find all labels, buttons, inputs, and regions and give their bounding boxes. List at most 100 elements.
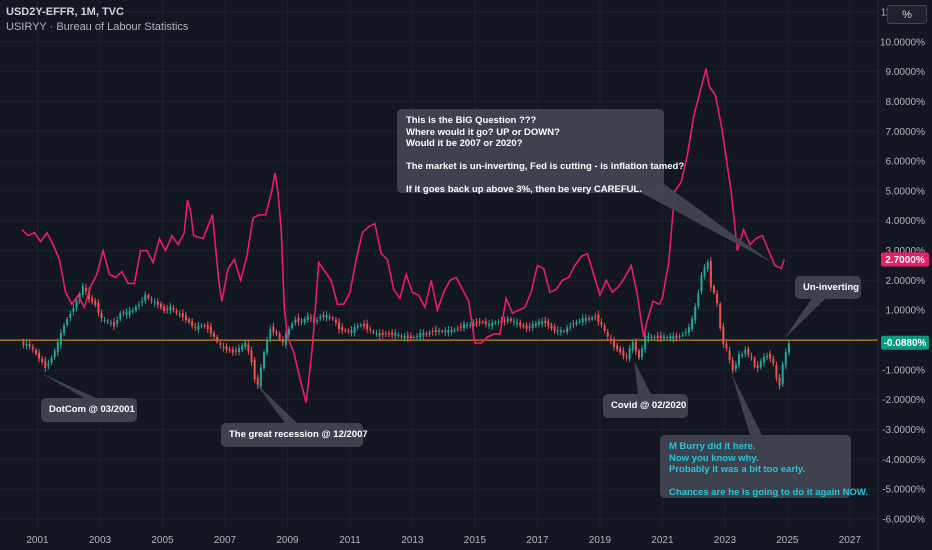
candle-body bbox=[584, 318, 587, 321]
candle-body bbox=[369, 329, 372, 331]
last-value-spread: -0.0880% bbox=[881, 335, 929, 350]
candle-body bbox=[656, 335, 659, 339]
x-tick-label: 2023 bbox=[714, 535, 737, 546]
last-value-spread-label: -0.0880% bbox=[884, 338, 927, 349]
candle-body bbox=[744, 350, 747, 354]
candle-body bbox=[309, 317, 312, 319]
candle-body bbox=[572, 323, 575, 325]
candle-body bbox=[541, 321, 544, 324]
candle-body bbox=[434, 329, 437, 333]
candle-body bbox=[619, 348, 622, 353]
candle-body bbox=[719, 304, 722, 329]
candle-body bbox=[247, 344, 250, 352]
candle-body bbox=[28, 344, 31, 347]
candle-body bbox=[537, 321, 540, 325]
candle-body bbox=[506, 318, 509, 322]
candle-body bbox=[325, 315, 328, 318]
candle-body bbox=[263, 352, 266, 369]
candle-body bbox=[612, 340, 615, 347]
y-tick-label: 1.0000% bbox=[886, 306, 926, 317]
candle-body bbox=[447, 330, 450, 333]
candle-body bbox=[103, 319, 106, 321]
x-tick-label: 2021 bbox=[651, 535, 674, 546]
candle-body bbox=[753, 357, 756, 367]
candle-body bbox=[756, 365, 759, 368]
candle-body bbox=[363, 323, 366, 327]
candle-body bbox=[534, 323, 537, 326]
callout-dotcom: DotCom @ 03/2001 bbox=[41, 398, 137, 422]
candle-body bbox=[634, 341, 637, 352]
candle-body bbox=[116, 320, 119, 324]
candle-body bbox=[272, 326, 275, 333]
candle-body bbox=[281, 340, 284, 343]
y-tick-label: -1.0000% bbox=[882, 365, 925, 376]
x-tick-label: 2011 bbox=[339, 535, 361, 546]
x-tick-label: 2001 bbox=[26, 535, 49, 546]
candle-body bbox=[34, 349, 37, 355]
candle-body bbox=[419, 333, 422, 338]
candle-body bbox=[781, 364, 784, 385]
candle-body bbox=[256, 377, 259, 386]
candle-body bbox=[597, 314, 600, 322]
candle-body bbox=[253, 359, 256, 380]
candle-body bbox=[659, 335, 662, 339]
last-value-inflation: 2.7000% bbox=[881, 252, 929, 267]
y-tick-label: 8.0000% bbox=[886, 97, 926, 108]
candle-body bbox=[44, 360, 47, 368]
candle-body bbox=[50, 357, 53, 363]
candle-body bbox=[300, 321, 303, 323]
candle-body bbox=[487, 324, 490, 326]
y-tick-label: 2.0000% bbox=[886, 276, 926, 287]
candle-body bbox=[119, 313, 122, 320]
percent-scale-button[interactable]: % bbox=[887, 5, 927, 24]
candle-body bbox=[88, 290, 91, 300]
candle-body bbox=[600, 321, 603, 325]
candle-body bbox=[125, 312, 128, 315]
candle-body bbox=[328, 316, 331, 318]
candle-body bbox=[31, 347, 34, 350]
candle-body bbox=[197, 325, 200, 330]
candle-body bbox=[684, 332, 687, 334]
candle-body bbox=[637, 350, 640, 358]
candle-body bbox=[459, 326, 462, 328]
candle-body bbox=[662, 336, 665, 339]
candle-body bbox=[113, 322, 116, 327]
candle-body bbox=[562, 331, 565, 333]
candle-body bbox=[359, 324, 362, 326]
candle-body bbox=[231, 349, 234, 353]
candle-body bbox=[606, 332, 609, 337]
candle-body bbox=[728, 350, 731, 361]
candle-body bbox=[622, 350, 625, 356]
candle-body bbox=[234, 350, 237, 352]
candle-body bbox=[181, 313, 184, 318]
candle-body bbox=[609, 338, 612, 341]
candle-body bbox=[509, 318, 512, 321]
candle-body bbox=[194, 326, 197, 328]
candle-body bbox=[666, 337, 669, 339]
candle-body bbox=[72, 308, 75, 312]
candle-body bbox=[694, 306, 697, 321]
candle-body bbox=[250, 350, 253, 362]
candle-body bbox=[59, 333, 62, 345]
candle-body bbox=[25, 343, 28, 346]
y-axis: 11.0000%10.0000%9.0000%8.0000%7.0000%6.0… bbox=[877, 0, 926, 550]
candle-body bbox=[669, 336, 672, 339]
candle-body bbox=[431, 331, 434, 333]
candle-body bbox=[66, 319, 69, 326]
candle-body bbox=[356, 325, 359, 328]
candle-body bbox=[241, 345, 244, 350]
candle-body bbox=[722, 326, 725, 345]
x-tick-label: 2027 bbox=[839, 535, 862, 546]
candle-body bbox=[172, 308, 175, 310]
symbol-title: USD2Y-EFFR, 1M, TVC bbox=[6, 6, 124, 18]
y-tick-label: -6.0000% bbox=[882, 515, 925, 526]
callout-big-question: This is the BIG Question ??? Where would… bbox=[397, 109, 684, 195]
candle-body bbox=[284, 334, 287, 345]
candle-body bbox=[675, 335, 678, 338]
candle-body bbox=[647, 336, 650, 339]
candle-body bbox=[294, 319, 297, 323]
candle-body bbox=[100, 313, 103, 319]
candle-body bbox=[238, 348, 241, 352]
candle-body bbox=[206, 325, 209, 330]
candle-body bbox=[687, 327, 690, 333]
